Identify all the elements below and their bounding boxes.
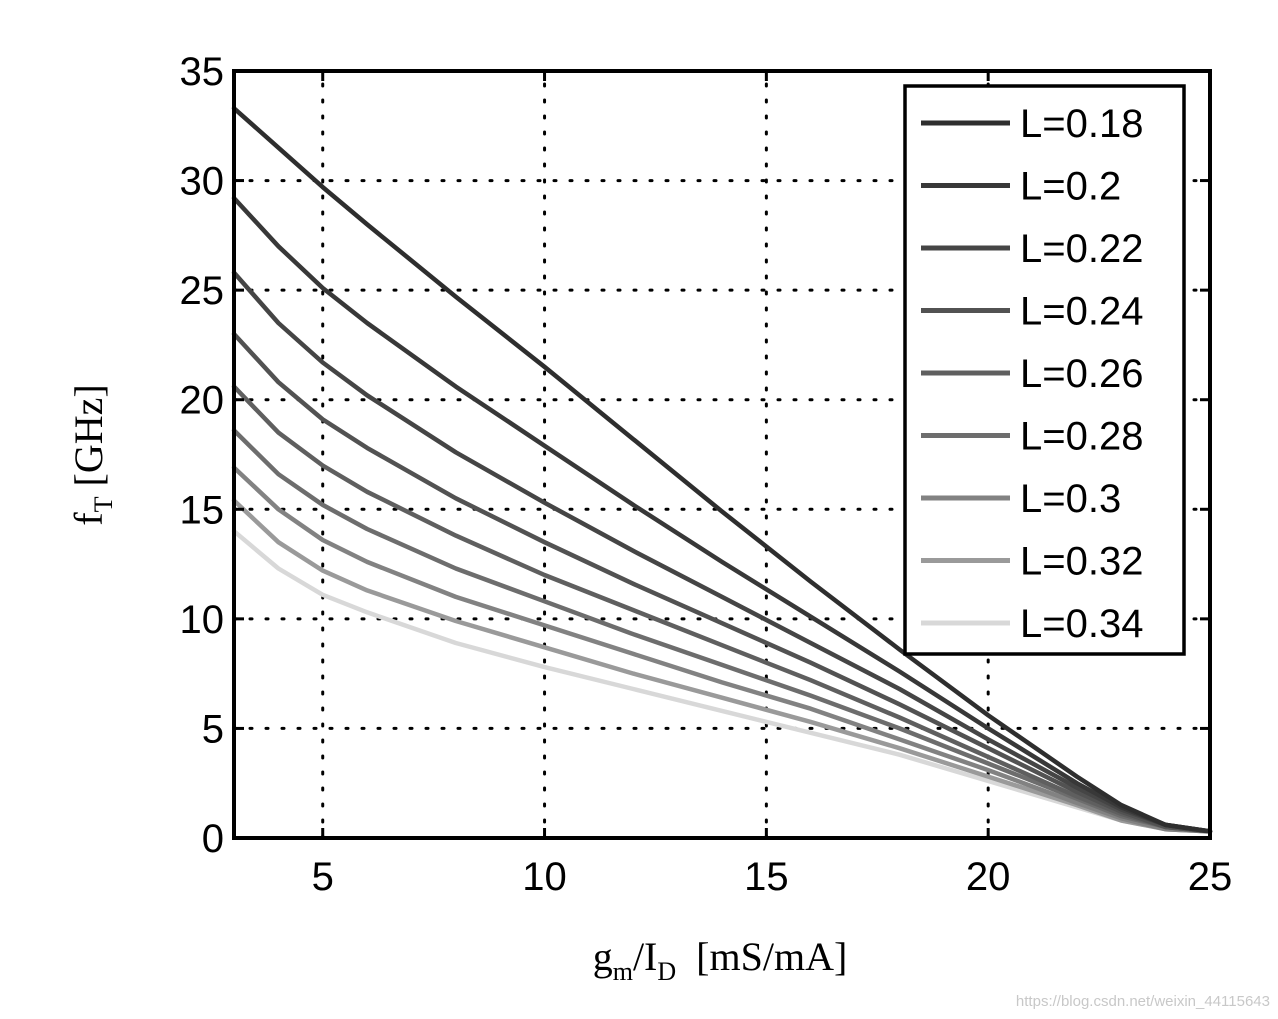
- legend-items: L=0.18 L=0.2 L=0.22 L=0.24 L=0.26 L=0.28 L=0.3…: [921, 102, 1143, 646]
- series-lines: [231, 106, 1213, 834]
- legend-label: L=0.24: [1020, 290, 1143, 334]
- x-axis-title-sub2: D: [657, 957, 676, 986]
- y-tick-label: 10: [180, 598, 225, 642]
- y-tick-label: 30: [180, 160, 225, 204]
- y-tick-label: 20: [180, 379, 225, 423]
- x-axis-title-unit: [mS/mA]: [676, 934, 847, 979]
- x-axis-title: gm/ID [mS/mA]: [593, 934, 848, 986]
- x-tick-label: 10: [522, 855, 567, 899]
- legend-label: L=0.32: [1020, 540, 1143, 584]
- series-line-L=0.18: [231, 106, 1213, 834]
- y-tick-label: 25: [180, 269, 225, 313]
- y-tick-label: 15: [180, 488, 225, 532]
- plot-frame: [232, 69, 1212, 840]
- watermark: https://blog.csdn.net/weixin_44115643: [1016, 993, 1270, 1010]
- series-line-L=0.2: [231, 195, 1213, 834]
- x-axis-title-sub1: m: [613, 957, 633, 986]
- x-axis-title-base: g: [593, 934, 613, 979]
- x-tick-label: 20: [966, 855, 1011, 899]
- series-line-L=0.3: [231, 465, 1213, 834]
- y-tick-label: 5: [202, 707, 224, 751]
- series-line-L=0.26: [231, 384, 1213, 834]
- y-axis-title-base: f: [66, 512, 111, 526]
- axis-ticks: [234, 69, 1212, 840]
- x-axis-title-mid: /I: [633, 934, 657, 979]
- y-axis-title-unit: [GHz]: [66, 384, 111, 496]
- x-tick-label: 15: [744, 855, 789, 899]
- x-tick-labels: 5 10 15 20 25: [312, 855, 1233, 899]
- legend-label: L=0.26: [1020, 352, 1143, 396]
- series-line-L=0.22: [231, 270, 1213, 834]
- y-axis-title: fT [GHz]: [66, 384, 118, 525]
- legend-label: L=0.28: [1020, 415, 1143, 459]
- y-tick-label: 35: [180, 50, 225, 94]
- y-axis-title-sub: T: [89, 496, 118, 512]
- legend-label: L=0.2: [1020, 165, 1121, 209]
- series-line-L=0.24: [231, 331, 1213, 834]
- legend-label: L=0.3: [1020, 477, 1121, 521]
- x-tick-label: 25: [1188, 855, 1233, 899]
- y-tick-label: 0: [202, 817, 224, 861]
- legend: L=0.18 L=0.2 L=0.22 L=0.24 L=0.26 L=0.28 L=0.3…: [903, 84, 1186, 656]
- legend-label: L=0.34: [1020, 602, 1143, 646]
- legend-label: L=0.22: [1020, 227, 1143, 271]
- x-tick-label: 5: [312, 855, 334, 899]
- legend-label: L=0.18: [1020, 102, 1143, 146]
- y-tick-labels: 0 5 10 15 20 25 30 35: [180, 50, 225, 861]
